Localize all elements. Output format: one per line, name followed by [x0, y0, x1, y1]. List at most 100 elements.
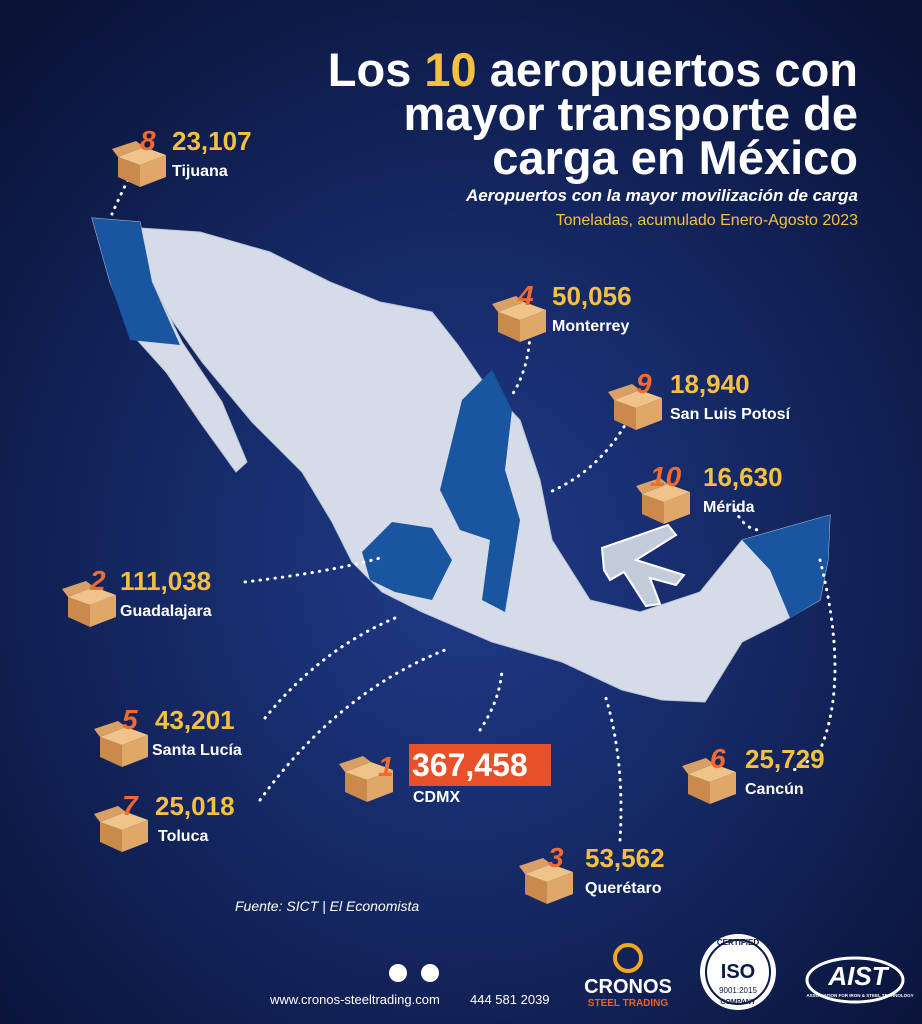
box-flap: [525, 864, 573, 882]
box-icon: [339, 756, 393, 802]
website[interactable]: www.cronos-steeltrading.com: [269, 992, 440, 1007]
value: 111,038: [120, 566, 211, 596]
airport: 1 367,458 CDMX: [378, 744, 551, 806]
city: Mérida: [703, 499, 755, 516]
rank: 2: [89, 565, 106, 596]
airport: 3 53,562 Querétaro: [548, 842, 665, 897]
box-side: [68, 597, 90, 627]
title-highlight: 10: [424, 43, 476, 96]
box-front: [710, 772, 736, 804]
source: Fuente: SICT | El Economista: [235, 898, 419, 914]
iso-bottom: COMPANY: [720, 999, 756, 1006]
value: 16,630: [703, 462, 783, 492]
value: 43,201: [155, 705, 235, 735]
rank: 5: [122, 704, 138, 735]
brand-sub: STEEL TRADING: [588, 998, 669, 1009]
city: San Luis Potosí: [670, 406, 791, 423]
airport: 6 25,729 Cancún: [710, 743, 825, 798]
value: 23,107: [172, 126, 252, 156]
brand: CRONOS: [584, 976, 672, 998]
rank: 8: [140, 125, 156, 156]
airports: 1 367,458 CDMX 2 111,038 Guadalajara 3 53,562 Qu…: [62, 125, 825, 904]
city: CDMX: [413, 789, 460, 806]
title-rest: aeropuertos con: [477, 43, 858, 96]
box-flap: [118, 147, 166, 165]
brand-icon: [613, 943, 643, 973]
airport: 7 25,018 Toluca: [122, 790, 235, 845]
box-side: [118, 157, 140, 187]
rank: 1: [378, 751, 394, 782]
phone: 444 581 2039: [470, 992, 550, 1007]
box-side: [345, 772, 367, 802]
box-front: [140, 155, 166, 187]
value-highlight: [409, 744, 551, 786]
iso: ISO: [721, 961, 755, 983]
title-line: Los 10 aeropuertos con: [328, 43, 858, 96]
box-icon: [94, 806, 148, 852]
box-side: [614, 400, 636, 430]
aist: AIST: [827, 961, 889, 991]
value: 25,729: [745, 744, 825, 774]
city: Toluca: [158, 828, 208, 845]
rank: 7: [122, 790, 139, 821]
linkedin-icon[interactable]: [389, 964, 407, 982]
rank: 6: [710, 743, 726, 774]
box-lid: [62, 581, 94, 597]
box-front: [636, 398, 662, 430]
box-side: [100, 737, 122, 767]
box-lid: [94, 806, 126, 822]
airport: 4 50,056 Monterrey: [517, 280, 632, 335]
box-front: [90, 595, 116, 627]
box-lid: [682, 758, 714, 774]
box-flap: [498, 302, 546, 320]
rank: 3: [548, 842, 564, 873]
box-icon: [62, 581, 116, 627]
subtitle: Aeropuertos con la mayor movilización de…: [465, 186, 858, 205]
box-side: [498, 312, 520, 342]
box-side: [525, 874, 547, 904]
box-flap: [100, 812, 148, 830]
title-line: carga en México: [492, 131, 858, 184]
footer: www.cronos-steeltrading.com 444 581 2039…: [269, 934, 914, 1010]
airport: 8 23,107 Tijuana: [140, 125, 252, 180]
city: Guadalajara: [120, 603, 212, 620]
title-line: mayor transporte de: [404, 87, 858, 140]
value: 25,018: [155, 791, 235, 821]
value: 50,056: [552, 281, 632, 311]
box-flap: [614, 390, 662, 408]
connectors: [110, 178, 837, 842]
rank: 10: [650, 461, 682, 492]
iso-badge: [700, 934, 776, 1010]
box-icon: [608, 384, 662, 430]
box-flap: [688, 764, 736, 782]
box-lid: [492, 296, 524, 312]
iso-code: 9001:2015: [719, 986, 757, 995]
aist-sub: ASSOCIATION FOR IRON & STEEL TECHNOLOGY: [806, 993, 913, 998]
box-flap: [68, 587, 116, 605]
box-front: [664, 492, 690, 524]
box-lid: [519, 858, 551, 874]
value: 367,458: [412, 747, 528, 783]
aist-swoosh: [805, 956, 905, 1004]
box-front: [122, 735, 148, 767]
box-flap: [100, 727, 148, 745]
airport: 10 16,630 Mérida: [650, 461, 783, 516]
box-icon: [519, 858, 573, 904]
city: Querétaro: [585, 880, 662, 897]
box-lid: [636, 478, 668, 494]
city: Cancún: [745, 781, 804, 798]
box-icon: [492, 296, 546, 342]
title-lead: Los: [328, 43, 425, 96]
facebook-icon[interactable]: [421, 964, 439, 982]
box-front: [367, 770, 393, 802]
box-flap: [345, 762, 393, 780]
box-lid: [608, 384, 640, 400]
value: 18,940: [670, 369, 750, 399]
box-icon: [112, 141, 166, 187]
box-lid: [94, 721, 126, 737]
value: 53,562: [585, 843, 665, 873]
box-side: [642, 494, 664, 524]
box-icon: [94, 721, 148, 767]
city: Santa Lucía: [152, 742, 242, 759]
